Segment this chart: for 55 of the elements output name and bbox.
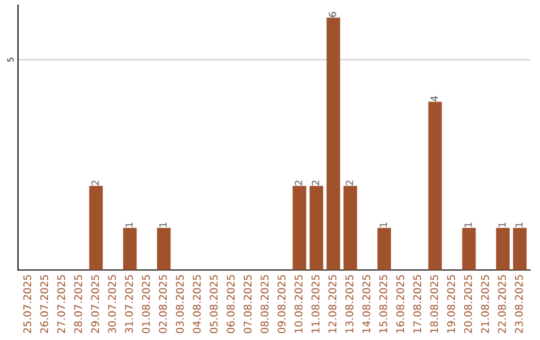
x-tick-label: 25.07.2025 xyxy=(23,275,32,334)
bar xyxy=(496,228,510,270)
x-tick-label: 06.08.2025 xyxy=(226,275,235,334)
x-tick-label: 03.08.2025 xyxy=(176,275,184,334)
bar xyxy=(292,186,306,270)
data-label: 2 xyxy=(294,180,302,186)
x-tick-label: 07.08.2025 xyxy=(244,275,252,334)
x-tick-label: 08.08.2025 xyxy=(260,275,269,334)
x-tick-label: 31.07.2025 xyxy=(125,275,133,334)
x-tick-label: 20.08.2025 xyxy=(464,275,472,334)
data-label: 2 xyxy=(346,180,353,186)
bar xyxy=(123,228,137,270)
x-tick-label: 12.08.2025 xyxy=(328,275,336,333)
x-tick-label: 01.08.2025 xyxy=(142,275,150,334)
data-label: 2 xyxy=(91,180,99,186)
x-tick-label: 15.08.2025 xyxy=(379,275,388,333)
data-label: 2 xyxy=(312,180,320,186)
x-tick-label: 14.08.2025 xyxy=(362,275,370,333)
x-tick-label: 19.08.2025 xyxy=(447,275,456,333)
data-label: 1 xyxy=(464,222,472,227)
bar xyxy=(513,228,527,270)
x-tick-label: 30.07.2025 xyxy=(108,275,116,334)
bar xyxy=(326,18,340,270)
data-label: 1 xyxy=(159,222,166,227)
x-tick-label: 22.08.2025 xyxy=(498,275,506,334)
x-tick-label: 18.08.2025 xyxy=(430,275,438,333)
x-tick-label: 21.08.2025 xyxy=(481,275,489,334)
x-tick-label: 27.07.2025 xyxy=(57,275,66,334)
bar xyxy=(89,186,103,270)
data-label: 1 xyxy=(380,222,387,227)
bar xyxy=(344,186,358,270)
bar xyxy=(462,228,476,270)
bar xyxy=(428,102,442,270)
x-tick-label: 28.07.2025 xyxy=(74,275,82,334)
y-tick-label: 5 xyxy=(7,58,14,62)
x-tick-label: 09.08.2025 xyxy=(278,275,286,334)
x-tick-label: 26.07.2025 xyxy=(40,275,48,334)
x-tick-label: 11.08.2025 xyxy=(312,275,320,333)
x-tick-label: 10.08.2025 xyxy=(294,275,302,333)
x-tick-label: 02.08.2025 xyxy=(158,275,167,334)
data-label: 1 xyxy=(498,222,506,227)
data-label: 6 xyxy=(328,12,336,17)
x-tick-label: 05.08.2025 xyxy=(210,275,218,334)
x-tick-label: 29.07.2025 xyxy=(91,275,100,334)
bar xyxy=(310,186,324,270)
x-tick-label: 17.08.2025 xyxy=(413,275,422,333)
bar xyxy=(377,228,391,270)
x-tick-label: 23.08.2025 xyxy=(514,275,523,334)
x-tick-label: 13.08.2025 xyxy=(345,275,354,333)
x-tick-label: 16.08.2025 xyxy=(396,275,404,333)
x-tick-label: 04.08.2025 xyxy=(192,275,201,334)
data-label: 1 xyxy=(515,222,523,227)
data-label: 4 xyxy=(430,96,438,102)
bar xyxy=(157,228,171,270)
data-label: 1 xyxy=(125,222,133,227)
